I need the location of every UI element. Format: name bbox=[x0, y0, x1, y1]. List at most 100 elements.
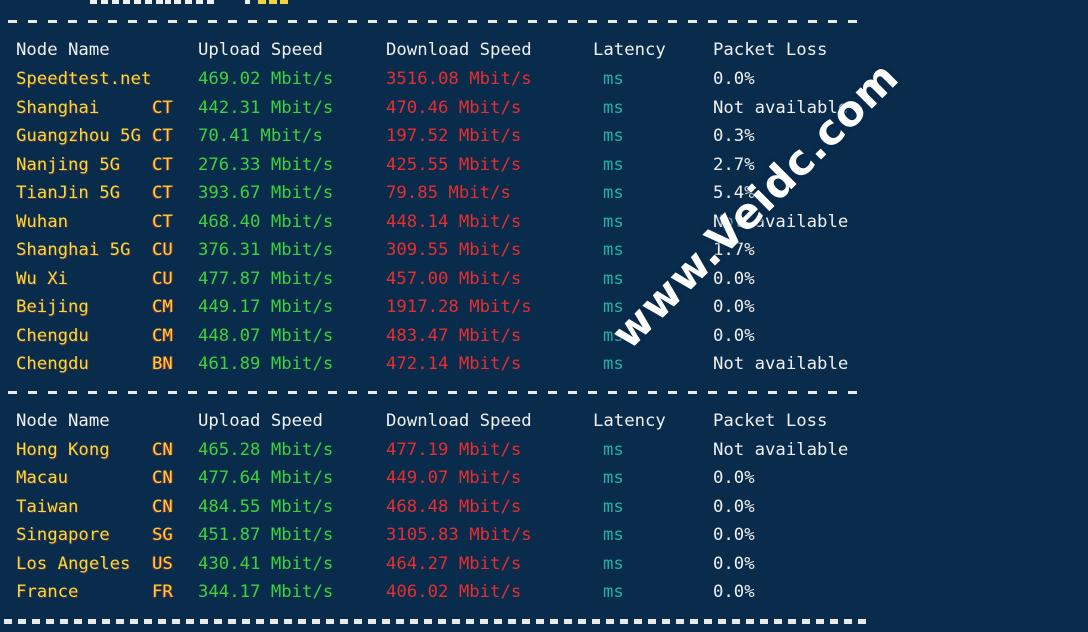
carrier-code: SG bbox=[152, 525, 173, 545]
download-speed: 457.00 Mbit/s bbox=[386, 268, 522, 289]
latency-unit: ms bbox=[603, 354, 624, 374]
column-header-node-name: Node Name bbox=[16, 40, 110, 60]
latency-unit: ms bbox=[603, 553, 624, 574]
packet-loss-value: 0.0% bbox=[713, 468, 755, 488]
download-speed: 468.48 Mbit/s bbox=[386, 496, 522, 517]
download-speed: 472.14 Mbit/s bbox=[386, 354, 522, 374]
table-row: Guangzhou 5G CT 70.41 Mbit/s 197.52 Mbit/s m… bbox=[0, 125, 1088, 147]
download-speed: 1917.28 Mbit/s bbox=[386, 297, 532, 317]
latency-unit: ms bbox=[603, 582, 624, 602]
clipped-glyph-fragment bbox=[101, 0, 108, 4]
download-speed: 425.55 Mbit/s bbox=[386, 154, 522, 175]
packet-loss-value: 0.0% bbox=[713, 553, 755, 574]
node-name: Macau bbox=[16, 468, 69, 488]
node-name: TianJin 5G bbox=[16, 183, 121, 203]
node-name: Beijing bbox=[16, 297, 89, 317]
packet-loss-value: 2.7% bbox=[713, 154, 755, 175]
table-row: Shanghai CT 442.31 Mbit/s 470.46 Mbit/s ms No… bbox=[0, 97, 1088, 119]
download-speed: 449.07 Mbit/s bbox=[386, 468, 522, 488]
column-header-node-name: Node Name bbox=[16, 411, 110, 431]
node-name: Shanghai 5G bbox=[16, 240, 131, 260]
clipped-glyph-fragment bbox=[90, 0, 97, 4]
download-speed: 477.19 Mbit/s bbox=[386, 439, 522, 460]
upload-speed: 376.31 Mbit/s bbox=[198, 240, 334, 260]
table-row: Shanghai 5G CU 376.31 Mbit/s 309.55 Mbit/s m… bbox=[0, 239, 1088, 261]
upload-speed: 448.07 Mbit/s bbox=[198, 325, 334, 346]
node-name: Chengdu bbox=[16, 354, 89, 374]
latency-unit: ms bbox=[603, 496, 624, 517]
carrier-code: CT bbox=[152, 126, 173, 146]
download-speed: 406.02 Mbit/s bbox=[386, 582, 522, 602]
packet-loss-value: Not available bbox=[713, 439, 849, 460]
carrier-code: CM bbox=[152, 297, 173, 317]
table-row: France FR 344.17 Mbit/s 406.02 Mbit/s ms 0.0% bbox=[0, 581, 1088, 603]
table-row: Wu Xi CU 477.87 Mbit/s 457.00 Mbit/s ms 0.0% bbox=[0, 268, 1088, 290]
packet-loss-value: Not available bbox=[713, 97, 849, 118]
clipped-glyph-fragment bbox=[207, 0, 214, 4]
clipped-glyph-fragment bbox=[123, 0, 130, 4]
latency-unit: ms bbox=[603, 297, 624, 317]
carrier-code: CT bbox=[152, 183, 173, 203]
download-speed: 3105.83 Mbit/s bbox=[386, 525, 532, 545]
column-header-upload-speed: Upload Speed bbox=[198, 411, 323, 431]
upload-speed: 70.41 Mbit/s bbox=[198, 126, 323, 146]
table-row: Wuhan CT 468.40 Mbit/s 448.14 Mbit/s ms Not a… bbox=[0, 211, 1088, 233]
clipped-glyph-fragment bbox=[165, 0, 171, 4]
table-row: Hong Kong CN 465.28 Mbit/s 477.19 Mbit/s ms N… bbox=[0, 439, 1088, 461]
carrier-code: CT bbox=[152, 97, 173, 118]
separator-line-middle bbox=[8, 391, 868, 394]
upload-speed: 430.41 Mbit/s bbox=[198, 553, 334, 574]
latency-unit: ms bbox=[603, 154, 624, 175]
node-name: France bbox=[16, 582, 79, 602]
upload-speed: 451.87 Mbit/s bbox=[198, 525, 334, 545]
node-name: Shanghai bbox=[16, 97, 100, 118]
node-name: Wuhan bbox=[16, 211, 69, 232]
upload-speed: 393.67 Mbit/s bbox=[198, 183, 334, 203]
packet-loss-value: Not available bbox=[713, 211, 849, 232]
clipped-glyph-fragment bbox=[185, 0, 192, 4]
table-row: Singapore SG 451.87 Mbit/s 3105.83 Mbit/s ms… bbox=[0, 524, 1088, 546]
packet-loss-value: 0.0% bbox=[713, 69, 755, 89]
carrier-code: FR bbox=[152, 582, 173, 602]
clipped-glyph-fragment bbox=[134, 0, 141, 4]
table-row: Chengdu CM 448.07 Mbit/s 483.47 Mbit/s ms 0.0… bbox=[0, 325, 1088, 347]
download-speed: 448.14 Mbit/s bbox=[386, 211, 522, 232]
latency-unit: ms bbox=[603, 183, 624, 203]
download-speed: 483.47 Mbit/s bbox=[386, 325, 522, 346]
column-header-download-speed: Download Speed bbox=[386, 411, 532, 431]
carrier-code: CN bbox=[152, 439, 173, 460]
carrier-code: CT bbox=[152, 211, 173, 232]
column-header-upload-speed: Upload Speed bbox=[198, 40, 323, 60]
clipped-glyph-fragment bbox=[280, 0, 288, 4]
download-speed: 464.27 Mbit/s bbox=[386, 553, 522, 574]
node-name: Speedtest.net bbox=[16, 69, 152, 89]
table-header-row: Node Name Upload Speed Download Speed Laten… bbox=[0, 410, 1088, 432]
latency-unit: ms bbox=[603, 240, 624, 260]
latency-unit: ms bbox=[603, 97, 624, 118]
upload-speed: 461.89 Mbit/s bbox=[198, 354, 334, 374]
latency-unit: ms bbox=[603, 268, 624, 289]
download-speed: 3516.08 Mbit/s bbox=[386, 69, 532, 89]
packet-loss-value: 0.0% bbox=[713, 582, 755, 602]
latency-unit: ms bbox=[603, 525, 624, 545]
latency-unit: ms bbox=[603, 211, 624, 232]
node-name: Hong Kong bbox=[16, 439, 110, 460]
table-row: Speedtest.net 469.02 Mbit/s 3516.08 Mbit/s… bbox=[0, 68, 1088, 90]
column-header-download-speed: Download Speed bbox=[386, 40, 532, 60]
table-row: Macau CN 477.64 Mbit/s 449.07 Mbit/s ms 0.0% bbox=[0, 467, 1088, 489]
carrier-code: BN bbox=[152, 354, 173, 374]
packet-loss-value: 0.0% bbox=[713, 496, 755, 517]
clipped-glyph-fragment bbox=[174, 0, 181, 4]
clipped-glyph-fragment bbox=[245, 0, 250, 4]
upload-speed: 276.33 Mbit/s bbox=[198, 154, 334, 175]
upload-speed: 465.28 Mbit/s bbox=[198, 439, 334, 460]
upload-speed: 469.02 Mbit/s bbox=[198, 69, 334, 89]
table-row: Beijing CM 449.17 Mbit/s 1917.28 Mbit/s ms 0.… bbox=[0, 296, 1088, 318]
carrier-code: CU bbox=[152, 268, 173, 289]
column-header-latency: Latency bbox=[593, 40, 666, 60]
clipped-glyph-fragment bbox=[112, 0, 119, 4]
carrier-code: CN bbox=[152, 468, 173, 488]
download-speed: 309.55 Mbit/s bbox=[386, 240, 522, 260]
download-speed: 197.52 Mbit/s bbox=[386, 126, 522, 146]
table-row: Chengdu BN 461.89 Mbit/s 472.14 Mbit/s ms Not… bbox=[0, 353, 1088, 375]
